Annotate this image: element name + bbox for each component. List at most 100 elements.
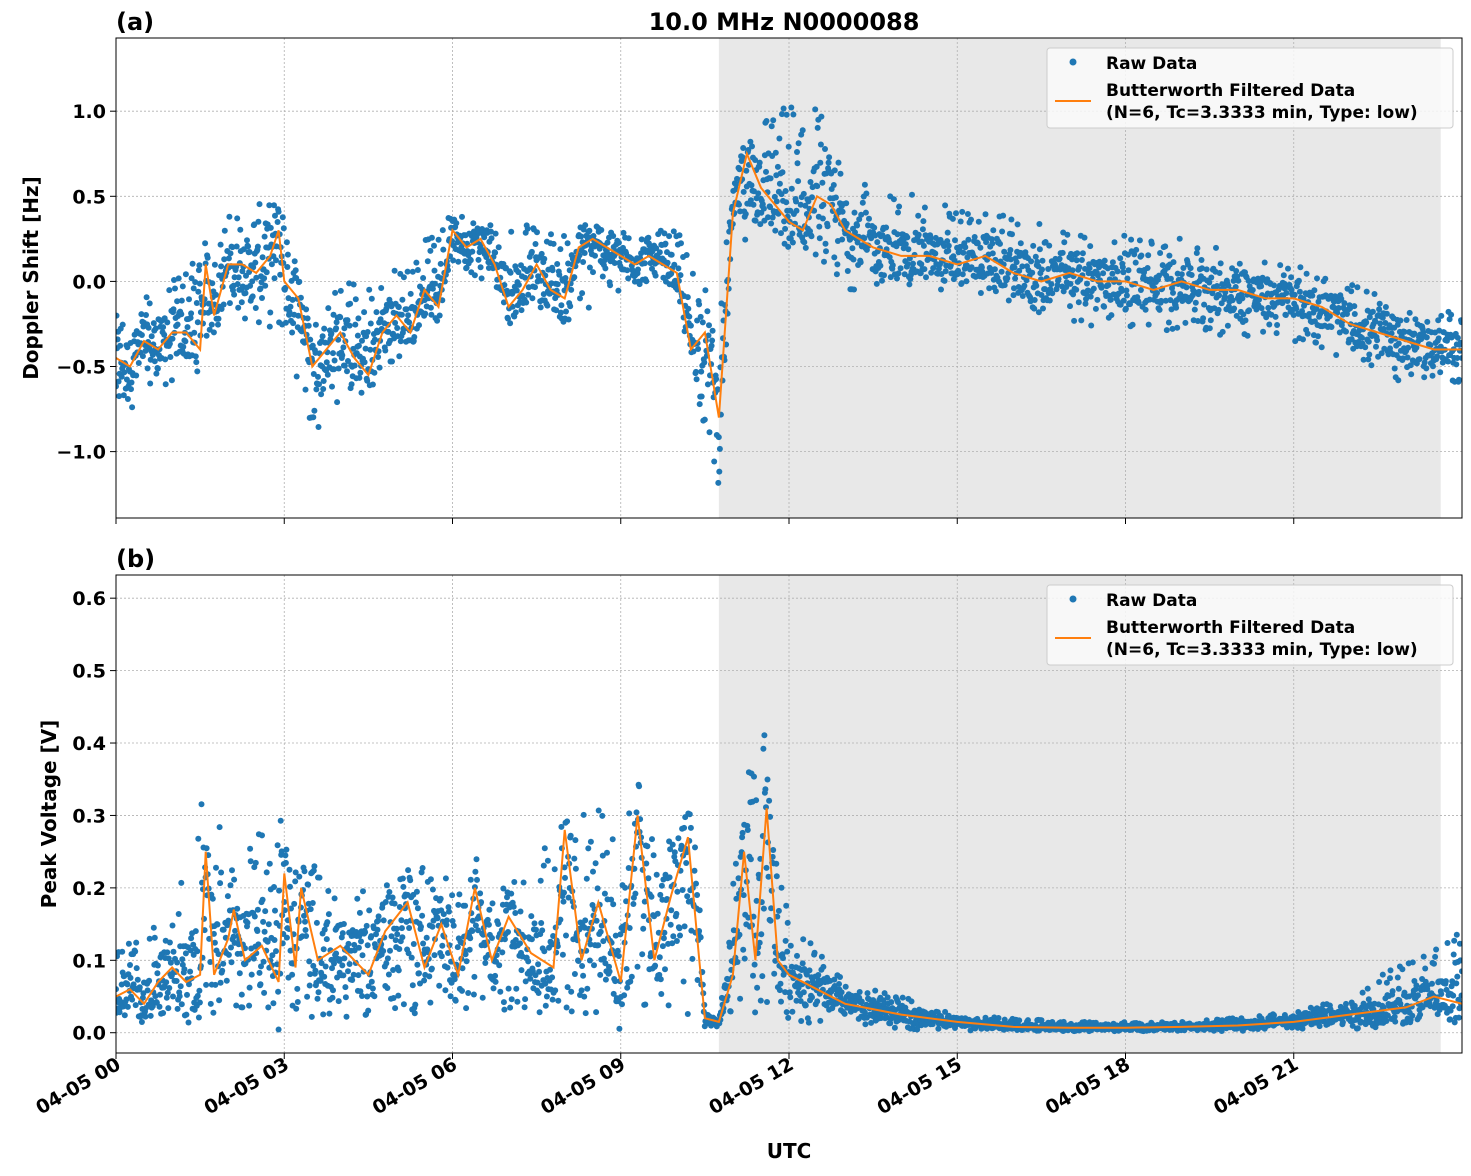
raw-data-point xyxy=(340,344,346,350)
raw-data-point xyxy=(823,241,829,247)
raw-data-point xyxy=(814,183,820,189)
raw-data-point xyxy=(377,365,383,371)
raw-data-point xyxy=(303,933,309,939)
raw-data-point xyxy=(1162,243,1168,249)
raw-data-point xyxy=(239,992,245,998)
raw-data-point xyxy=(396,967,402,973)
raw-data-point xyxy=(840,209,846,215)
raw-data-point xyxy=(236,274,242,280)
raw-data-point xyxy=(386,889,392,895)
raw-data-point xyxy=(365,942,371,948)
raw-data-point xyxy=(160,324,166,330)
raw-data-point xyxy=(186,1020,192,1026)
raw-data-point xyxy=(129,404,135,410)
raw-data-point xyxy=(862,1021,868,1027)
raw-data-point xyxy=(564,818,570,824)
raw-data-point xyxy=(525,226,531,232)
raw-data-point xyxy=(1112,239,1118,245)
raw-data-point xyxy=(1073,287,1079,293)
raw-data-point xyxy=(235,281,241,287)
raw-data-point xyxy=(710,328,716,334)
raw-data-point xyxy=(333,325,339,331)
figure-title: 10.0 MHz N0000088 xyxy=(649,8,920,36)
raw-data-point xyxy=(616,953,622,959)
raw-data-point xyxy=(264,269,270,275)
raw-data-point xyxy=(639,951,645,957)
raw-data-point xyxy=(670,933,676,939)
raw-data-point xyxy=(993,288,999,294)
raw-data-point xyxy=(582,250,588,256)
raw-data-point xyxy=(779,885,785,891)
raw-data-point xyxy=(789,186,795,192)
raw-data-point xyxy=(809,233,815,239)
raw-data-point xyxy=(910,261,916,267)
raw-data-point xyxy=(789,231,795,237)
raw-data-point xyxy=(209,322,215,328)
raw-data-point xyxy=(177,993,183,999)
raw-data-point xyxy=(251,956,257,962)
raw-data-point xyxy=(1018,240,1024,246)
raw-data-point xyxy=(166,287,172,293)
raw-data-point xyxy=(277,272,283,278)
raw-data-point xyxy=(346,941,352,947)
raw-data-point xyxy=(579,290,585,296)
raw-data-point xyxy=(167,354,173,360)
raw-data-point xyxy=(490,900,496,906)
raw-data-point xyxy=(276,1027,282,1033)
raw-data-point xyxy=(883,225,889,231)
raw-data-point xyxy=(1193,300,1199,306)
raw-data-point xyxy=(407,877,413,883)
raw-data-point xyxy=(399,312,405,318)
y-tick-label: 0.4 xyxy=(72,733,106,755)
raw-data-point xyxy=(1258,283,1264,289)
raw-data-point xyxy=(1199,257,1205,263)
raw-data-point xyxy=(511,879,517,885)
raw-data-point xyxy=(772,228,778,234)
raw-data-point xyxy=(851,287,857,293)
raw-data-point xyxy=(513,986,519,992)
raw-data-point xyxy=(959,209,965,215)
raw-data-point xyxy=(1039,267,1045,273)
raw-data-point xyxy=(801,191,807,197)
raw-data-point xyxy=(480,995,486,1001)
raw-data-point xyxy=(234,215,240,221)
raw-data-point xyxy=(1061,239,1067,245)
raw-data-point xyxy=(803,1002,809,1008)
raw-data-point xyxy=(499,949,505,955)
raw-data-point xyxy=(1012,276,1018,282)
raw-data-point xyxy=(960,271,966,277)
raw-data-point xyxy=(1100,270,1106,276)
raw-data-point xyxy=(785,920,791,926)
raw-data-point xyxy=(405,269,411,275)
raw-data-point xyxy=(775,164,781,170)
raw-data-point xyxy=(340,930,346,936)
raw-data-point xyxy=(1405,345,1411,351)
raw-data-point xyxy=(258,981,264,987)
raw-data-point xyxy=(863,191,869,197)
raw-data-point xyxy=(584,986,590,992)
raw-data-point xyxy=(425,258,431,264)
raw-data-point xyxy=(764,118,770,124)
raw-data-point xyxy=(660,943,666,949)
raw-data-point xyxy=(374,309,380,315)
raw-data-point xyxy=(267,310,273,316)
raw-data-point xyxy=(942,202,948,208)
raw-data-point xyxy=(1030,243,1036,249)
raw-data-point xyxy=(351,282,357,288)
raw-data-point xyxy=(164,319,170,325)
raw-data-point xyxy=(157,992,163,998)
raw-data-point xyxy=(385,955,391,961)
raw-data-point xyxy=(420,275,426,281)
raw-data-point xyxy=(148,1013,154,1019)
raw-data-point xyxy=(891,196,897,202)
raw-data-point xyxy=(462,903,468,909)
raw-data-point xyxy=(777,987,783,993)
raw-data-point xyxy=(1109,271,1115,277)
raw-data-point xyxy=(137,984,143,990)
y-tick-label: −1.0 xyxy=(56,442,106,464)
raw-data-point xyxy=(1374,337,1380,343)
raw-data-point xyxy=(885,994,891,1000)
raw-data-point xyxy=(124,981,130,987)
raw-data-point xyxy=(429,235,435,241)
raw-data-point xyxy=(283,860,289,866)
